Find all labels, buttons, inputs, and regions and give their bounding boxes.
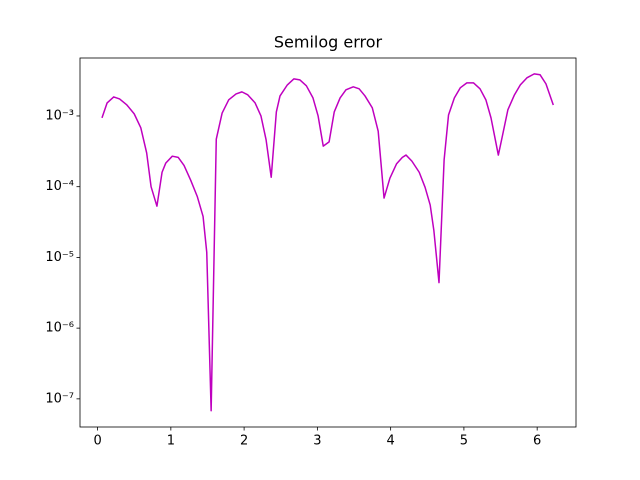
y-tick-label: 10⁻⁶ [45, 321, 74, 336]
axes-frame [79, 57, 577, 428]
x-tick-label: 2 [240, 434, 248, 449]
y-tick-label: 10⁻⁷ [45, 391, 74, 406]
data-line [101, 73, 554, 412]
x-tick-label: 3 [313, 434, 321, 449]
y-tick-label: 10⁻⁵ [45, 250, 74, 265]
y-tick-label: 10⁻³ [45, 108, 74, 123]
chart-title: Semilog error [274, 33, 383, 52]
x-tick-label: 4 [387, 434, 395, 449]
x-tick-label: 1 [167, 434, 175, 449]
y-tick-label: 10⁻⁴ [45, 179, 74, 194]
x-tick-label: 0 [93, 434, 101, 449]
x-tick-label: 6 [533, 434, 541, 449]
x-tick-label: 5 [460, 434, 468, 449]
